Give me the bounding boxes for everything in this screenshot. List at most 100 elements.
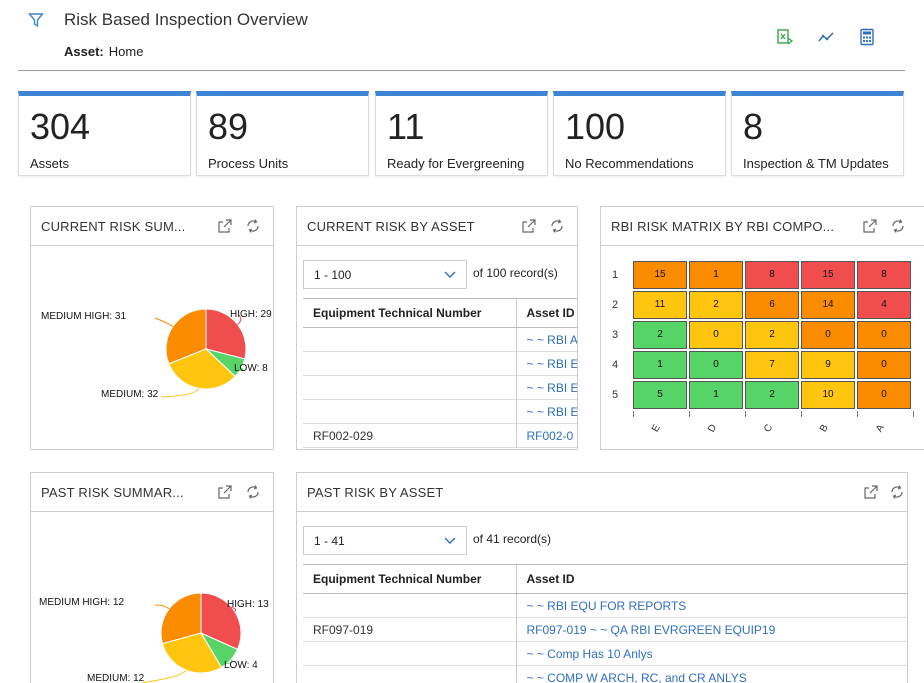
matrix-row-label: 3 <box>612 329 619 341</box>
panel-title: RBI RISK MATRIX BY RBI COMPO... <box>611 219 835 234</box>
matrix-cell[interactable]: 15 <box>801 261 855 289</box>
asset-link[interactable]: ~ ~ Comp Has 10 Anlys <box>515 641 907 666</box>
pie-leader-line <box>140 669 187 683</box>
matrix-cell[interactable]: 14 <box>801 291 855 319</box>
matrix-cell[interactable]: 2 <box>745 321 799 349</box>
pie-leader-line <box>220 659 233 664</box>
matrix-cell[interactable]: 8 <box>745 261 799 289</box>
filter-icon[interactable] <box>28 12 44 28</box>
column-header-equipment[interactable]: Equipment Technical Number <box>303 564 516 594</box>
current-risk-by-asset-panel: CURRENT RISK BY ASSET 1 - 100 of 100 rec… <box>296 206 578 450</box>
matrix-cell[interactable]: 0 <box>857 351 911 379</box>
pie-label-medium: MEDIUM: 12 <box>87 673 145 683</box>
expand-icon[interactable] <box>862 218 878 234</box>
matrix-column-label: C <box>762 422 776 435</box>
calculator-icon[interactable] <box>858 28 876 46</box>
pie-label-medium-high: MEDIUM HIGH: 31 <box>41 311 127 322</box>
matrix-cell[interactable]: 0 <box>857 381 911 409</box>
matrix-cell[interactable]: 4 <box>857 291 911 319</box>
matrix-tick <box>857 411 858 417</box>
pie-slice[interactable] <box>160 592 202 645</box>
matrix-cell[interactable]: 5 <box>633 381 687 409</box>
header-divider <box>18 70 905 71</box>
pie-slice[interactable] <box>205 308 247 360</box>
matrix-cell[interactable]: 0 <box>689 351 743 379</box>
matrix-tick <box>913 411 914 417</box>
kpi-card-no-recommendations[interactable]: 100 No Recommendations <box>553 91 726 176</box>
pie-leader-line <box>154 604 170 610</box>
asset-link[interactable]: ~ ~ RBI E <box>515 375 577 400</box>
past-risk-summary-panel: PAST RISK SUMMAR... MEDIUM HIGH: 12 HIGH… <box>30 472 274 683</box>
asset-value[interactable]: Home <box>108 44 144 59</box>
matrix-cell[interactable]: 8 <box>857 261 911 289</box>
matrix-cell[interactable]: 1 <box>689 261 743 289</box>
expand-icon[interactable] <box>217 484 233 500</box>
matrix-cell[interactable]: 9 <box>801 351 855 379</box>
panel-header: CURRENT RISK BY ASSET <box>297 207 577 246</box>
pie-label-medium-high: MEDIUM HIGH: 12 <box>39 597 125 608</box>
current-risk-table: Equipment Technical Number Asset ID ~ ~ … <box>303 298 577 448</box>
matrix-cell[interactable]: 6 <box>745 291 799 319</box>
column-header-asset-id[interactable]: Asset ID <box>515 298 577 328</box>
matrix-column-label: B <box>817 422 831 435</box>
page-range-select[interactable]: 1 - 100 <box>303 260 467 289</box>
kpi-value: 100 <box>565 106 626 147</box>
kpi-card-process-units[interactable]: 89 Process Units <box>196 91 369 176</box>
table-row: RF097-019 RF097-019 ~ ~ QA RBI EVRGREEN E… <box>303 617 907 642</box>
kpi-card-inspection-tm-updates[interactable]: 8 Inspection & TM Updates <box>731 91 904 176</box>
kpi-label: Ready for Evergreening <box>387 156 525 171</box>
matrix-cell[interactable]: 2 <box>689 291 743 319</box>
matrix-cell[interactable]: 10 <box>801 381 855 409</box>
matrix-cell[interactable]: 1 <box>689 381 743 409</box>
matrix-tick <box>689 411 690 417</box>
kpi-label: Process Units <box>208 156 289 171</box>
expand-icon[interactable] <box>863 484 879 500</box>
page-range-select[interactable]: 1 - 41 <box>303 526 467 555</box>
asset-link[interactable]: ~ ~ RBI E <box>515 351 577 376</box>
current-risk-pie-chart <box>154 308 247 398</box>
panel-title: CURRENT RISK BY ASSET <box>307 219 475 234</box>
asset-link[interactable]: ~ ~ RBI E <box>515 399 577 424</box>
expand-icon[interactable] <box>521 218 537 234</box>
record-count: of 41 record(s) <box>473 532 552 546</box>
asset-link[interactable]: ~ ~ COMP W ARCH, RC, and CR ANLYS <box>515 665 907 683</box>
refresh-icon[interactable] <box>245 218 261 234</box>
pie-slice[interactable] <box>165 308 207 365</box>
column-header-equipment[interactable]: Equipment Technical Number <box>303 298 516 328</box>
matrix-tick <box>801 411 802 417</box>
refresh-icon[interactable] <box>890 218 906 234</box>
matrix-cell[interactable]: 2 <box>745 381 799 409</box>
chevron-down-icon <box>444 271 456 278</box>
matrix-cell[interactable]: 1 <box>633 351 687 379</box>
refresh-icon[interactable] <box>889 484 905 500</box>
asset-link[interactable]: ~ ~ RBI EQU FOR REPORTS <box>515 593 907 618</box>
matrix-column-label: A <box>873 422 887 435</box>
page-range-value: 1 - 100 <box>314 268 352 282</box>
table-row: ~ ~ RBI E <box>303 351 577 376</box>
past-risk-table: Equipment Technical Number Asset ID ~ ~ … <box>303 564 907 683</box>
expand-icon[interactable] <box>217 218 233 234</box>
matrix-cell[interactable]: 0 <box>689 321 743 349</box>
matrix-cell[interactable]: 0 <box>801 321 855 349</box>
matrix-cell[interactable]: 0 <box>857 321 911 349</box>
matrix-cell[interactable]: 15 <box>633 261 687 289</box>
matrix-cell[interactable]: 2 <box>633 321 687 349</box>
asset-breadcrumb: Asset: Home <box>64 44 143 59</box>
asset-link[interactable]: RF097-019 ~ ~ QA RBI EVRGREEN EQUIP19 <box>515 617 907 642</box>
pie-label-medium: MEDIUM: 32 <box>101 389 159 400</box>
refresh-icon[interactable] <box>549 218 565 234</box>
asset-label: Asset: <box>64 44 104 59</box>
trend-icon[interactable] <box>817 28 835 46</box>
kpi-card-assets[interactable]: 304 Assets <box>18 91 191 176</box>
panel-title: PAST RISK SUMMAR... <box>41 485 184 500</box>
asset-link[interactable]: RF002-0 <box>515 423 577 448</box>
asset-link[interactable]: ~ ~ RBI A <box>515 327 577 352</box>
export-icon[interactable] <box>776 28 794 46</box>
column-header-asset-id[interactable]: Asset ID <box>515 564 907 594</box>
matrix-cell[interactable]: 7 <box>745 351 799 379</box>
kpi-label: Inspection & TM Updates <box>743 156 889 171</box>
matrix-cell[interactable]: 11 <box>633 291 687 319</box>
table-row: ~ ~ COMP W ARCH, RC, and CR ANLYS <box>303 665 907 683</box>
kpi-card-ready-for-evergreening[interactable]: 11 Ready for Evergreening <box>375 91 548 176</box>
refresh-icon[interactable] <box>245 484 261 500</box>
